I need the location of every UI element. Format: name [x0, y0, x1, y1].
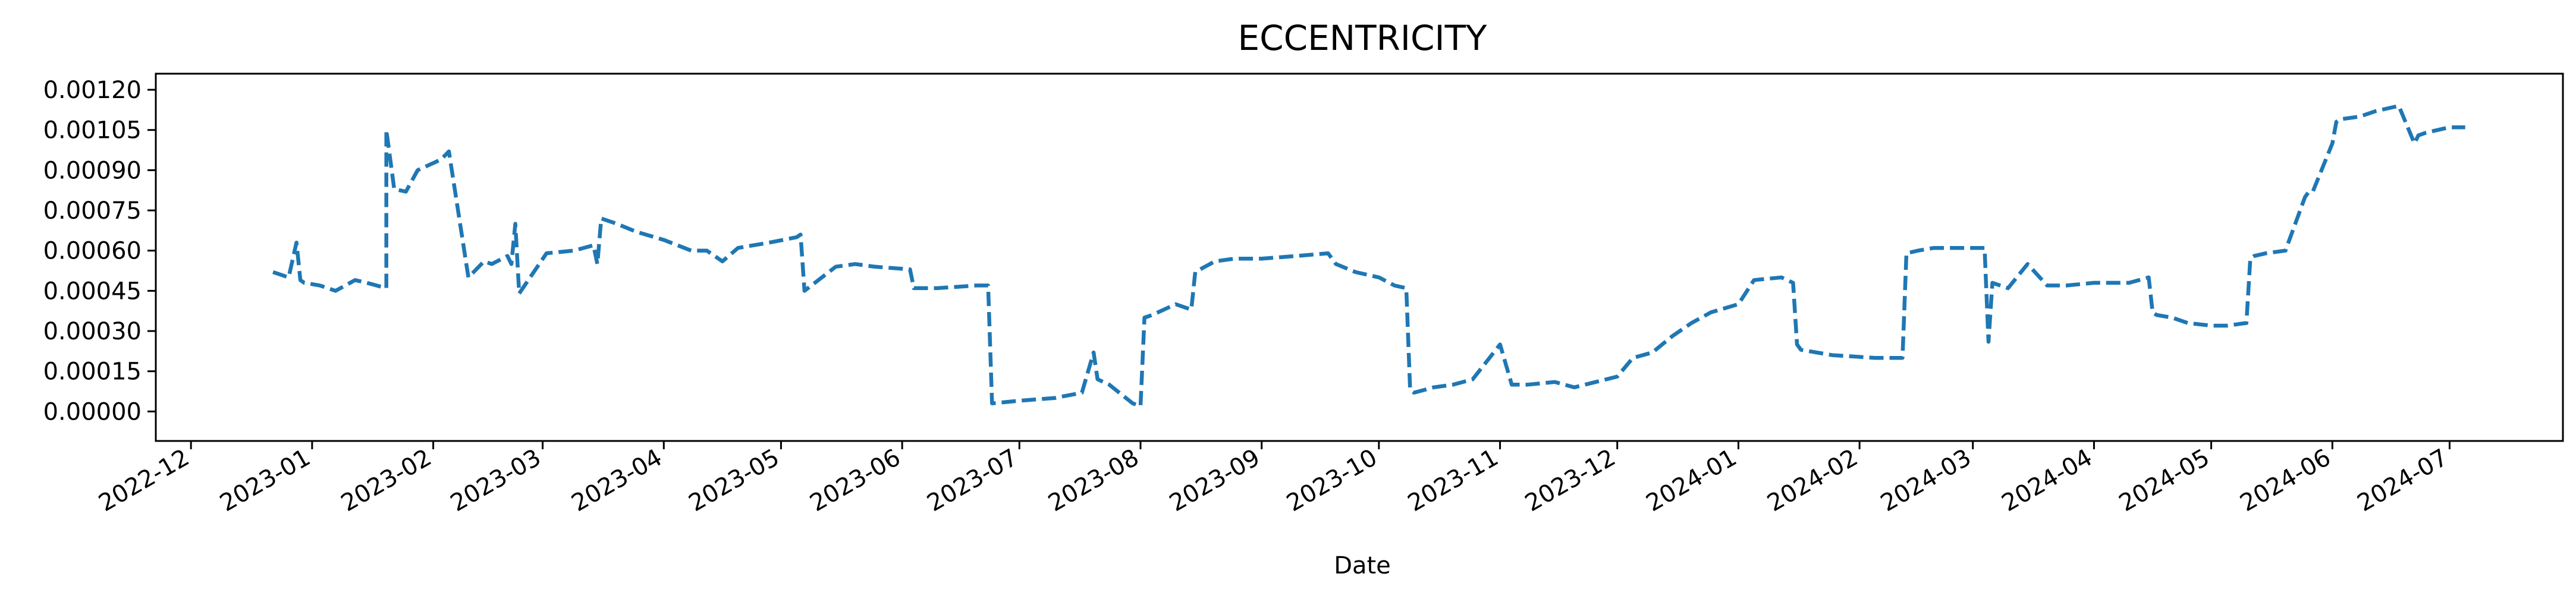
y-tick-label: 0.00075: [43, 197, 142, 225]
y-tick-label: 0.00120: [43, 77, 142, 104]
y-tick-label: 0.00060: [43, 238, 142, 265]
y-tick-label: 0.00030: [43, 318, 142, 345]
y-tick-label: 0.00045: [43, 278, 142, 305]
x-axis-label: Date: [1334, 552, 1391, 579]
eccentricity-series-line: [272, 103, 2465, 408]
y-tick-label: 0.00105: [43, 117, 142, 144]
plot-area-frame: [155, 73, 2564, 442]
chart-title: ECCENTRICITY: [1238, 18, 1488, 58]
y-tick-label: 0.00000: [43, 398, 142, 426]
y-axis-ticks: 0.00000 0.00015 0.00030 0.00045 0.00060 0.000…: [43, 77, 156, 426]
y-tick-label: 0.00015: [43, 358, 142, 386]
y-tick-label: 0.00090: [43, 157, 142, 184]
